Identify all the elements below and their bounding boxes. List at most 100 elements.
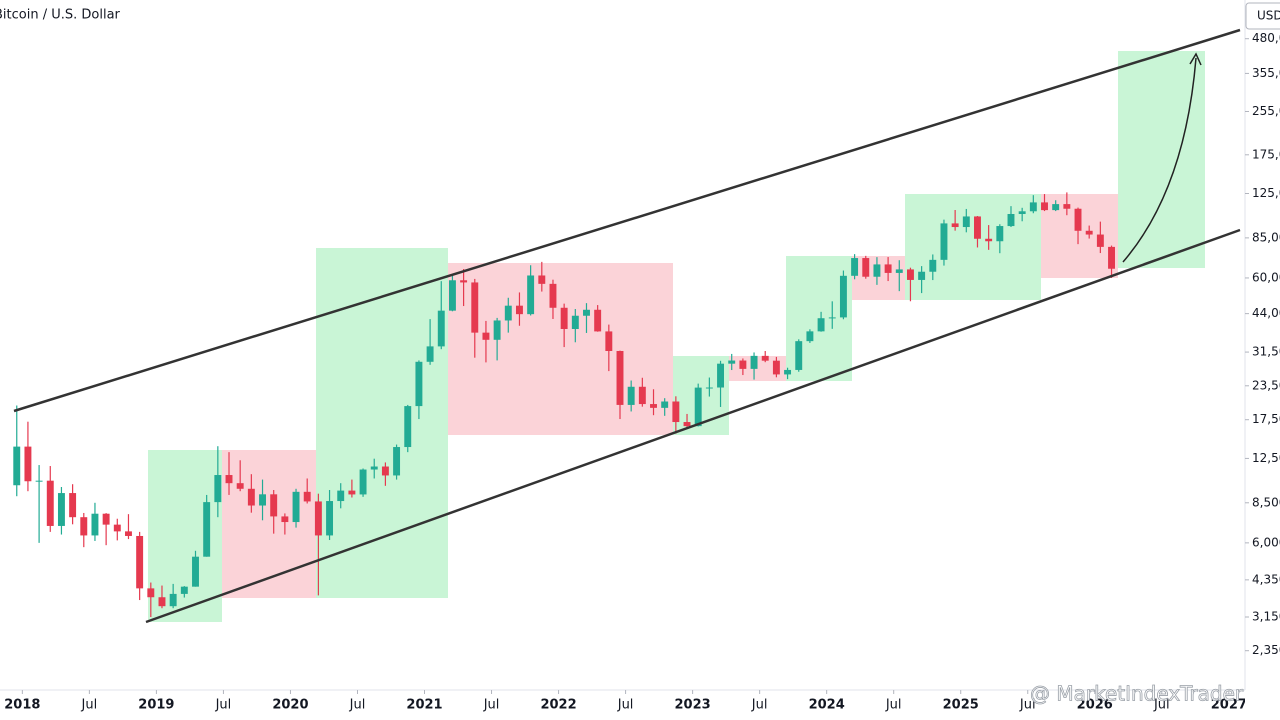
x-tick-label: Jul: [215, 698, 232, 713]
y-tick-label: 125,000: [1252, 186, 1280, 200]
candle-body: [415, 361, 423, 407]
candle-body: [661, 401, 669, 408]
candle-body: [694, 387, 702, 427]
y-tick-label: 17,500: [1252, 412, 1280, 426]
candle-body: [851, 258, 859, 276]
candle-body: [817, 318, 825, 332]
candle-body: [951, 223, 959, 228]
candle-body: [292, 491, 300, 523]
candle-body: [638, 386, 646, 405]
candle-body: [605, 331, 613, 351]
y-tick-label: 6,000: [1252, 535, 1280, 549]
candle-body: [281, 516, 289, 523]
candle-body: [102, 513, 110, 525]
candle-body: [203, 502, 211, 557]
y-tick-label: 31,500: [1252, 345, 1280, 359]
x-tick-label: 2027: [1211, 698, 1247, 713]
candle-body: [348, 490, 356, 495]
bull-zone: [905, 194, 1041, 300]
candle-body: [761, 355, 769, 361]
y-tick-label: 255,000: [1252, 104, 1280, 118]
candle-body: [460, 280, 468, 283]
candle-body: [404, 406, 412, 448]
price-axis-panel: [1245, 0, 1280, 720]
y-tick-label: 60,000: [1252, 270, 1280, 284]
x-tick-label: 2023: [675, 698, 711, 713]
bull-zone: [1118, 51, 1205, 268]
y-tick-label: 3,150: [1252, 609, 1280, 623]
candle-body: [974, 216, 981, 239]
candle-body: [136, 535, 144, 589]
bull-zone: [316, 248, 448, 598]
candle-body: [192, 556, 199, 587]
x-tick-label: 2020: [272, 698, 308, 713]
x-tick-label: Jul: [885, 698, 902, 713]
candle-body: [1108, 246, 1115, 269]
candle-body: [426, 346, 434, 362]
candle-body: [180, 586, 188, 594]
candle-body: [571, 315, 579, 329]
candle-body: [504, 305, 512, 321]
candle-body: [247, 488, 255, 506]
upper-channel-line: [13, 28, 1241, 413]
candle-body: [538, 275, 546, 284]
candle-body: [527, 275, 535, 315]
candle-body: [650, 404, 657, 408]
candle-body: [1052, 204, 1060, 211]
candle-body: [873, 264, 881, 277]
candle-body: [1029, 202, 1037, 212]
x-tick-label: Jul: [1153, 698, 1170, 713]
x-tick-label: Jul: [1019, 698, 1036, 713]
candle-body: [985, 238, 993, 242]
bull-zone: [148, 450, 222, 622]
y-tick-label: 2,350: [1252, 643, 1280, 657]
candle-body: [772, 360, 780, 375]
candle-body: [1085, 230, 1093, 235]
candle-body: [158, 597, 166, 607]
candle-body: [717, 363, 725, 388]
arrow-head: [1189, 52, 1202, 66]
candle-body: [1074, 208, 1082, 231]
candle-body: [80, 517, 88, 536]
currency-label: USD: [1257, 9, 1280, 23]
candle-body: [627, 386, 635, 405]
candle-body: [1063, 204, 1071, 209]
candle-body: [739, 360, 747, 369]
candle-body: [795, 341, 803, 370]
candle-body: [1096, 234, 1104, 247]
x-tick-label: Jul: [81, 698, 98, 713]
candle-body: [24, 446, 32, 482]
candle-body: [862, 258, 870, 277]
candle-body: [448, 280, 456, 311]
candle-body: [918, 271, 926, 280]
y-axis: 480,000 355,000 255,000 175,000 125,000 85,00…: [1245, 31, 1280, 657]
candle-body: [806, 331, 814, 342]
candle-body: [549, 283, 557, 308]
y-tick-label: 175,000: [1252, 147, 1280, 161]
chart-title: Bitcoin / U.S. Dollar: [0, 8, 121, 23]
lower-channel-line: [145, 228, 1241, 624]
candle-body: [35, 480, 43, 482]
x-tick-label: Jul: [349, 698, 366, 713]
candle-body: [370, 466, 378, 470]
x-tick-label: 2021: [406, 698, 442, 713]
candle-body: [270, 494, 278, 517]
currency-box: [1245, 2, 1280, 30]
x-tick-label: Jul: [483, 698, 500, 713]
candle-body: [1041, 202, 1048, 211]
candle-body: [728, 360, 736, 364]
zone-boxes: [148, 51, 1205, 622]
watermark: @ MarketIndexTrader: [1030, 682, 1244, 706]
candle-body: [214, 475, 222, 503]
candle-body: [884, 264, 892, 273]
x-tick-label: Jul: [617, 698, 634, 713]
x-tick-label: 2025: [943, 698, 979, 713]
candle-body: [828, 317, 836, 319]
candle-body: [326, 501, 334, 536]
candle-body: [683, 422, 691, 427]
channel: [13, 28, 1241, 624]
candle-body: [583, 309, 590, 316]
x-tick-label: 2018: [4, 698, 40, 713]
x-tick-label: 2026: [1077, 698, 1113, 713]
